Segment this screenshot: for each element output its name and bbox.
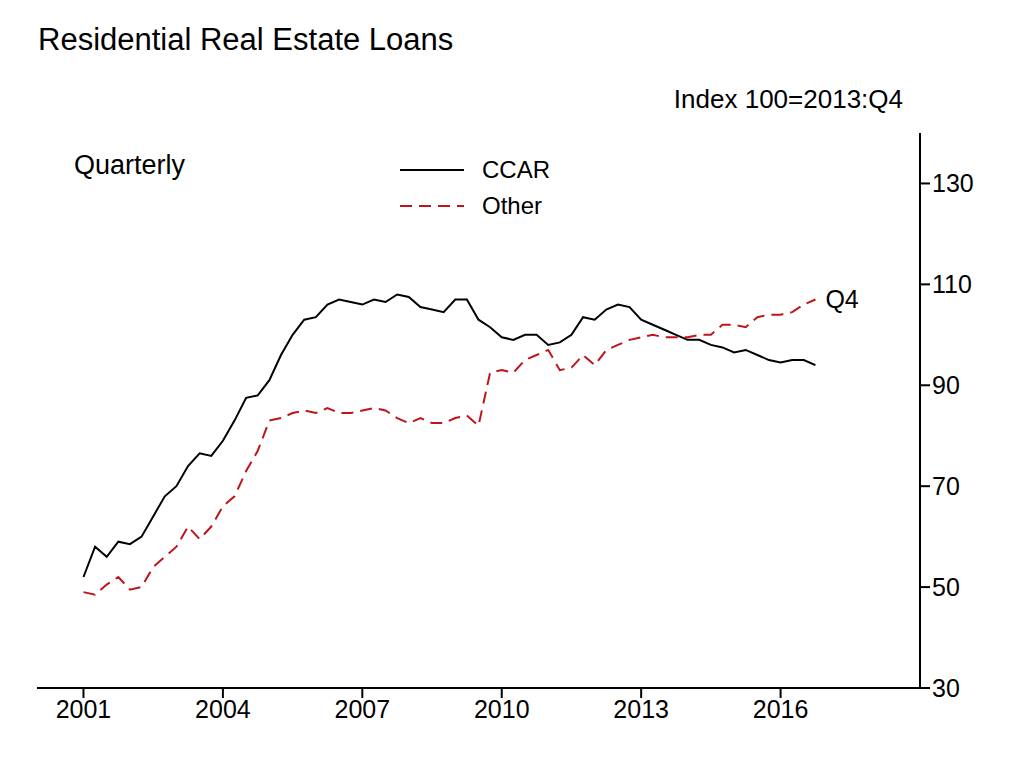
html-text:Other: Other [482,192,542,219]
svg-text:2001: 2001 [56,695,112,723]
html-text:Index 100=2013:Q4: Index 100=2013:Q4 [673,84,903,114]
svg-text:90: 90 [932,371,960,399]
svg-text:2007: 2007 [335,695,391,723]
svg-text:70: 70 [932,472,960,500]
svg-text:130: 130 [932,169,974,197]
svg-text:2004: 2004 [195,695,251,723]
svg-text:110: 110 [932,270,972,298]
html-text:CCAR: CCAR [482,156,550,183]
html-text:Quarterly: Quarterly [74,150,185,180]
svg-text:Q4: Q4 [825,285,858,313]
svg-text:2013: 2013 [613,695,669,723]
svg-text:50: 50 [932,573,960,601]
html-text:Residential Real Estate Loans: Residential Real Estate Loans [38,22,454,57]
svg-text:2010: 2010 [474,695,530,723]
svg-text:2016: 2016 [753,695,809,723]
svg-text:30: 30 [932,674,960,702]
